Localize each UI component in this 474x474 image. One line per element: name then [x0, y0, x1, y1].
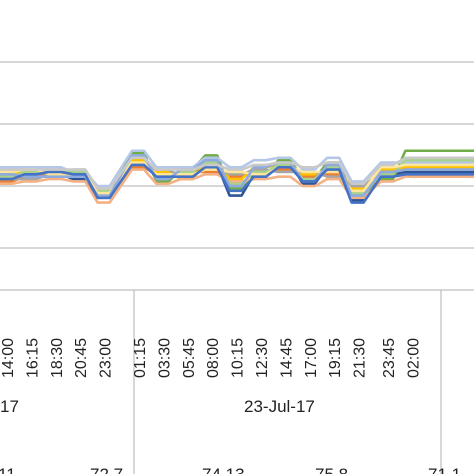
- x-tick-label: 19:15: [327, 338, 344, 378]
- series-line: [0, 154, 474, 197]
- bottom-value-label: 72.7: [90, 465, 123, 474]
- x-tick-label: 01:15: [132, 338, 149, 378]
- date-label: 23-Jul-17: [244, 397, 315, 416]
- x-tick-label: 23:00: [98, 338, 115, 378]
- series-line: [0, 161, 474, 195]
- x-tick-label: 23:45: [381, 338, 398, 378]
- series-lines: [0, 149, 474, 204]
- series-line: [0, 149, 474, 188]
- bottom-value-label: 71.1: [428, 465, 461, 474]
- series-line: [0, 163, 474, 204]
- bottom-value-label: 11: [0, 465, 16, 474]
- bottom-value-label: 75.8: [315, 465, 348, 474]
- x-tick-label: 10:15: [230, 338, 247, 378]
- x-tick-label: 14:45: [278, 338, 295, 378]
- x-tick-label: 18:30: [49, 338, 66, 378]
- x-axis: [0, 289, 474, 474]
- x-tick-label: 16:15: [24, 338, 41, 378]
- x-tick-label: 20:45: [73, 338, 90, 378]
- x-tick-label: 05:45: [181, 338, 198, 378]
- date-labels: 17 23-Jul-17: [0, 397, 315, 416]
- x-tick-label: 03:30: [156, 338, 173, 378]
- x-tick-label: 21:30: [352, 338, 369, 378]
- x-tick-label: 14:00: [0, 338, 17, 378]
- date-label: 17: [0, 397, 19, 416]
- x-tick-labels: 14:00 16:15 18:30 20:45 23:00 01:15 03:30 05:45…: [0, 338, 422, 378]
- x-tick-label: 12:30: [254, 338, 271, 378]
- x-tick-label: 08:00: [205, 338, 222, 378]
- x-tick-label: 17:00: [303, 338, 320, 378]
- x-tick-label: 02:00: [405, 338, 422, 378]
- bottom-labels: 11 72.7 74.13 75.8 71.1: [0, 465, 461, 474]
- series-line: [0, 168, 474, 204]
- series-line: [0, 156, 474, 190]
- bottom-value-label: 74.13: [202, 465, 245, 474]
